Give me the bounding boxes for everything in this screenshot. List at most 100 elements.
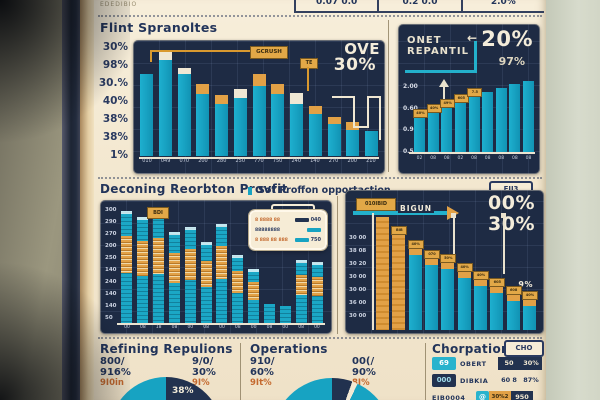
axis-tick: 38 08 bbox=[349, 248, 367, 254]
pie1-stats-right: 9/0/ 30% 9I% bbox=[192, 356, 216, 388]
bar-cap-segment bbox=[457, 271, 471, 278]
chartD-y-axis-line bbox=[372, 213, 374, 330]
chartD-arrow-label: BIGUN bbox=[398, 204, 435, 213]
bar-tag-label: 40% bbox=[521, 291, 538, 300]
top-strip-cell: 0.07 0.0 bbox=[294, 0, 377, 11]
bar bbox=[427, 113, 439, 152]
bar-tag-label: 7.5 bbox=[467, 88, 483, 97]
chartD-dropline bbox=[503, 218, 505, 274]
top-strip-cell: 0.2 0.0 bbox=[377, 0, 460, 11]
bar-cap-segment bbox=[441, 262, 455, 269]
bar-orange-segment bbox=[295, 275, 307, 296]
chartB-x-labels: 02 08 08 02 08 08 08 08 08 bbox=[414, 156, 534, 161]
bar bbox=[308, 106, 322, 156]
axis-tick: 0.96 bbox=[403, 126, 418, 134]
bar-cap-segment bbox=[177, 68, 191, 74]
table-cell: 950 bbox=[511, 391, 533, 400]
bar bbox=[392, 234, 406, 330]
chartA-big-value-line2: 30% bbox=[333, 55, 376, 75]
chartA-tag-label-2: TE bbox=[300, 58, 318, 69]
axis-tick: 00 bbox=[282, 325, 289, 330]
bar-cap-segment bbox=[196, 84, 210, 94]
table-row-label: EIB0004 bbox=[432, 393, 466, 400]
chartD-dropline bbox=[453, 218, 455, 256]
axis-tick: 00 bbox=[219, 325, 225, 330]
axis-tick: 1% bbox=[110, 149, 128, 161]
photo-vignette bbox=[0, 260, 130, 400]
bar bbox=[365, 131, 378, 156]
bar bbox=[177, 68, 191, 156]
chartB-big-value: 20% bbox=[481, 27, 533, 51]
chartB-trend-line bbox=[405, 70, 476, 73]
chartA-callout-line bbox=[150, 50, 250, 52]
axis-tick: 08 bbox=[171, 325, 178, 330]
bar bbox=[346, 122, 360, 156]
axis-tick: 010 bbox=[142, 158, 152, 164]
axis-tick: 08 bbox=[203, 325, 209, 330]
legend-row: 8 888 88 888 750 bbox=[255, 235, 321, 245]
pie1-slice-label: 38% bbox=[172, 386, 194, 396]
legend-label: 8 888 88 888 bbox=[255, 237, 288, 243]
chartA-big-value-line1: OVE bbox=[344, 40, 380, 58]
bar bbox=[290, 93, 303, 156]
table-row: 000 DIBKIA 60 8 87% bbox=[432, 374, 542, 387]
chartA-callout-line bbox=[307, 67, 309, 91]
axis-tick: 270 bbox=[328, 158, 339, 164]
table-cell: 50 bbox=[498, 357, 520, 370]
axis-tick: 02 bbox=[457, 156, 464, 161]
chartB-panel: ONET REPANTIL ← 20% 97% 2.00 0.60 0.96 0.56… bbox=[398, 24, 540, 174]
legend-value-group bbox=[307, 228, 321, 232]
bar bbox=[136, 217, 148, 323]
chartD-big-value-line1: 00% bbox=[488, 192, 535, 214]
top-strip-cells: 0.07 0.0 0.2 0.0 2.0% bbox=[294, 0, 544, 13]
subtitle-dash-icon bbox=[248, 187, 252, 195]
axis-tick: 30 20 bbox=[349, 261, 367, 267]
legend-value-group: 040 bbox=[294, 217, 321, 223]
bar bbox=[376, 217, 389, 330]
axis-tick: 08 bbox=[443, 156, 450, 161]
axis-tick: 750 bbox=[272, 158, 283, 164]
bar-orange-segment bbox=[216, 246, 228, 279]
bar-cap-segment bbox=[215, 95, 228, 104]
table-row-badge: 000 bbox=[432, 374, 456, 387]
bar bbox=[414, 118, 425, 152]
table-row: 69 OBERT 50 30% bbox=[432, 357, 542, 370]
bar bbox=[158, 50, 172, 156]
axis-tick: 08 bbox=[266, 325, 273, 330]
bar-tag-label: 40% bbox=[472, 271, 489, 280]
bar bbox=[408, 248, 422, 330]
section-divider bbox=[98, 337, 542, 339]
chartC-x-axis-line bbox=[117, 323, 325, 325]
left-arrow-icon: ← bbox=[466, 31, 477, 45]
axis-tick: 00 bbox=[250, 325, 257, 330]
axis-tick: 00 bbox=[187, 325, 194, 330]
bar-orange-segment bbox=[168, 252, 180, 283]
legend-label: 88888888 bbox=[255, 227, 281, 233]
bar-orange-segment bbox=[136, 240, 148, 276]
bar-tag-label: 605 bbox=[453, 94, 469, 103]
table-cell: 30% bbox=[520, 357, 542, 370]
legend-row: 8 8888 88 040 bbox=[255, 215, 321, 225]
axis-tick: 02 bbox=[416, 156, 423, 161]
vertical-divider bbox=[388, 20, 389, 172]
bar bbox=[327, 117, 341, 156]
bar bbox=[280, 306, 292, 323]
axis-tick: 30 00 bbox=[349, 235, 367, 241]
legend-row: 88888888 bbox=[255, 225, 321, 235]
bar bbox=[482, 92, 494, 152]
bar bbox=[457, 271, 471, 330]
bar-orange-segment bbox=[232, 271, 244, 294]
axis-tick: 250 bbox=[235, 158, 246, 164]
bar bbox=[522, 299, 536, 330]
bar-tag-label: 070 bbox=[423, 250, 440, 259]
table-row-label: DIBKIA bbox=[460, 376, 489, 385]
bar-orange-segment bbox=[184, 248, 196, 281]
axis-tick: 30 00 bbox=[349, 274, 367, 280]
bar bbox=[311, 262, 323, 323]
axis-tick: 08 bbox=[430, 156, 436, 161]
axis-tick: 08 bbox=[234, 325, 241, 330]
table-row-label: OBERT bbox=[460, 359, 487, 368]
bar-tag-label: 40% bbox=[407, 240, 424, 249]
top-strip-cell: 2.0% bbox=[460, 0, 544, 11]
chartD-tag-label: 010IBID bbox=[356, 198, 396, 211]
